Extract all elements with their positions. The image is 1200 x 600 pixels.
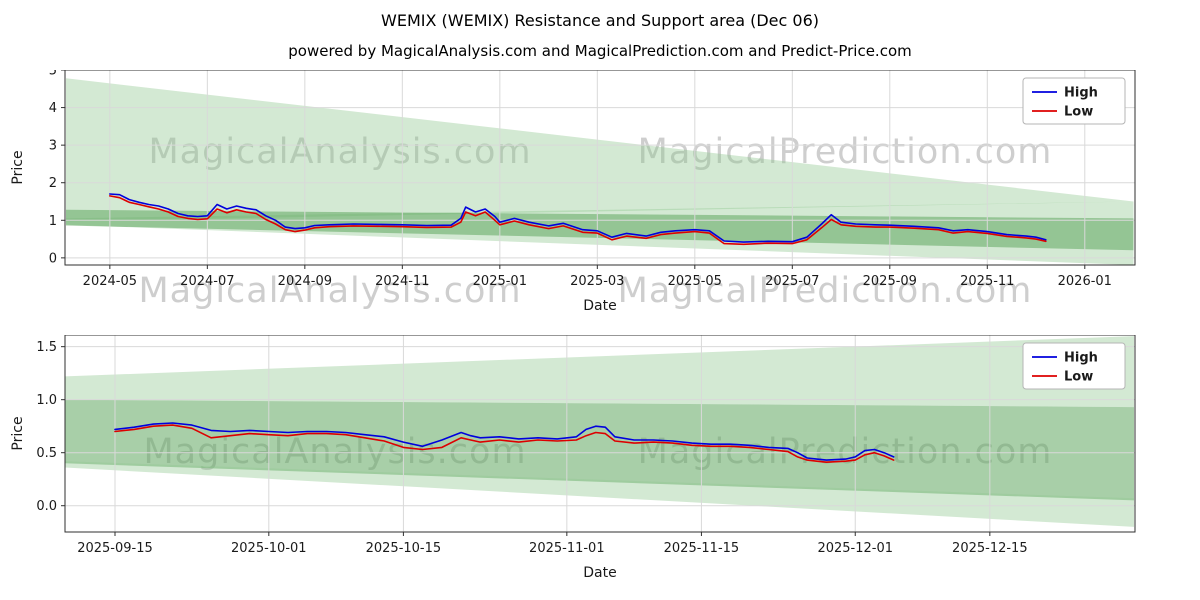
x-tick-label: 2025-09 (863, 274, 917, 289)
x-axis-label: Date (583, 565, 616, 581)
watermark-analysis-middle: MagicalAnalysis.com (138, 271, 522, 311)
y-tick-label: 3 (49, 139, 57, 154)
band-light (65, 461, 1134, 527)
legend-label: Low (1064, 105, 1093, 120)
x-tick-label: 2024-09 (278, 274, 332, 289)
y-axis-label: Price (10, 416, 26, 450)
series-line-high (114, 422, 895, 461)
y-tick-label: 4 (49, 101, 57, 116)
x-tick-label: 2025-11-15 (664, 541, 740, 556)
y-tick-label: 0 (49, 251, 57, 266)
x-tick-label: 2025-10-15 (366, 541, 442, 556)
y-tick-label: 0.5 (36, 446, 57, 461)
chart-subtitle: powered by MagicalAnalysis.com and Magic… (288, 42, 912, 60)
y-tick-label: 1.5 (36, 340, 57, 355)
x-tick-label: 2025-11-01 (529, 541, 605, 556)
series-line-low (114, 424, 895, 463)
legend-label: High (1064, 86, 1098, 101)
x-tick-label: 2025-03 (570, 274, 624, 289)
gridlines (65, 335, 1135, 532)
watermark-prediction-middle: MagicalPrediction.com (617, 271, 1033, 311)
y-tick-label: 1.0 (36, 393, 57, 408)
series-line-high (109, 193, 1047, 243)
x-tick-label: 2025-11 (960, 274, 1014, 289)
plot-border (64, 335, 1136, 533)
band-light (65, 336, 1134, 408)
axis-ticks: 2025-09-15 2025-10-01 2025-10-15 2025-11-01… (36, 340, 1027, 556)
x-tick-label: 2025-05 (668, 274, 722, 289)
support-resistance-bands (66, 78, 1134, 265)
price-chart-long-range: 2024-05 2024-07 2024-09 2024-11 2025-01 2025-… (10, 70, 1136, 314)
x-tick-label: 2025-12-01 (817, 541, 893, 556)
legend: High Low (1022, 77, 1126, 125)
plot-border (64, 70, 1136, 266)
x-tick-label: 2025-01 (473, 274, 527, 289)
legend-label: High (1064, 351, 1098, 366)
price-chart-recent-zoom: 2025-09-15 2025-10-01 2025-10-15 2025-11-01… (10, 335, 1136, 581)
x-tick-label: 2026-01 (1058, 274, 1112, 289)
watermark-analysis-top: MagicalAnalysis.com (148, 132, 531, 172)
y-tick-label: 0.0 (36, 499, 57, 514)
y-tick-label: 1 (49, 214, 57, 229)
band-light (66, 78, 1134, 222)
legend: High Low (1022, 342, 1126, 390)
x-tick-label: 2024-05 (83, 274, 137, 289)
axis-ticks: 2024-05 2024-07 2024-09 2024-11 2025-01 2025-… (49, 70, 1112, 289)
watermark-prediction-top: MagicalPrediction.com (637, 132, 1053, 172)
x-tick-label: 2024-07 (180, 274, 234, 289)
y-tick-label: 5 (49, 70, 57, 79)
x-tick-label: 2025-12-15 (952, 541, 1028, 556)
support-resistance-bands (65, 336, 1134, 527)
band-dark (65, 399, 1134, 501)
x-axis-label: Date (583, 298, 616, 314)
legend-label: Low (1064, 370, 1093, 385)
x-tick-label: 2024-11 (375, 274, 429, 289)
series-line-low (109, 195, 1047, 246)
x-tick-label: 2025-09-15 (77, 541, 153, 556)
y-tick-label: 2 (49, 176, 57, 191)
gridlines (65, 70, 1135, 265)
chart-title: WEMIX (WEMIX) Resistance and Support are… (381, 11, 819, 30)
x-tick-label: 2025-10-01 (231, 541, 307, 556)
x-tick-label: 2025-07 (765, 274, 819, 289)
y-axis-label: Price (10, 150, 26, 184)
